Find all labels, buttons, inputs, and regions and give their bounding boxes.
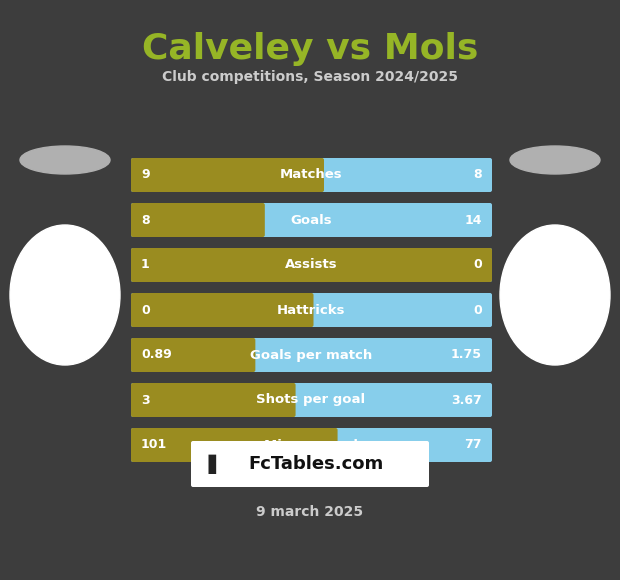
FancyBboxPatch shape: [131, 248, 492, 282]
FancyBboxPatch shape: [131, 428, 492, 462]
Text: 8: 8: [474, 169, 482, 182]
Ellipse shape: [500, 225, 610, 365]
Text: Hattricks: Hattricks: [277, 303, 345, 317]
FancyBboxPatch shape: [131, 203, 492, 237]
Text: 1: 1: [141, 259, 150, 271]
Text: 0: 0: [141, 303, 150, 317]
Ellipse shape: [10, 225, 120, 365]
FancyBboxPatch shape: [131, 293, 314, 327]
Text: 9: 9: [141, 169, 149, 182]
Text: Matches: Matches: [280, 169, 342, 182]
FancyBboxPatch shape: [131, 428, 337, 462]
Text: FcTables.com: FcTables.com: [249, 455, 384, 473]
FancyBboxPatch shape: [131, 383, 492, 417]
Text: Goals per match: Goals per match: [250, 349, 372, 361]
Text: 9 march 2025: 9 march 2025: [257, 505, 363, 519]
FancyBboxPatch shape: [131, 158, 324, 192]
FancyBboxPatch shape: [131, 383, 296, 417]
FancyBboxPatch shape: [131, 203, 265, 237]
FancyBboxPatch shape: [131, 158, 492, 192]
FancyBboxPatch shape: [131, 248, 492, 282]
Text: 0: 0: [473, 259, 482, 271]
Ellipse shape: [510, 146, 600, 174]
FancyBboxPatch shape: [131, 338, 492, 372]
FancyBboxPatch shape: [191, 441, 429, 487]
Text: 3.67: 3.67: [451, 393, 482, 407]
Text: Goals: Goals: [290, 213, 332, 227]
Text: 101: 101: [141, 438, 167, 451]
Text: 77: 77: [464, 438, 482, 451]
Text: Calveley vs Mols: Calveley vs Mols: [142, 32, 478, 66]
FancyBboxPatch shape: [131, 338, 255, 372]
Text: 1.75: 1.75: [451, 349, 482, 361]
Text: ▐: ▐: [200, 454, 216, 474]
Text: Assists: Assists: [285, 259, 337, 271]
FancyBboxPatch shape: [131, 293, 492, 327]
Text: 14: 14: [464, 213, 482, 227]
Text: 0.89: 0.89: [141, 349, 172, 361]
Text: 3: 3: [141, 393, 149, 407]
Ellipse shape: [20, 146, 110, 174]
Text: 8: 8: [141, 213, 149, 227]
Text: 0: 0: [473, 303, 482, 317]
Text: Club competitions, Season 2024/2025: Club competitions, Season 2024/2025: [162, 70, 458, 84]
Text: Min per goal: Min per goal: [264, 438, 358, 451]
Text: Shots per goal: Shots per goal: [257, 393, 366, 407]
